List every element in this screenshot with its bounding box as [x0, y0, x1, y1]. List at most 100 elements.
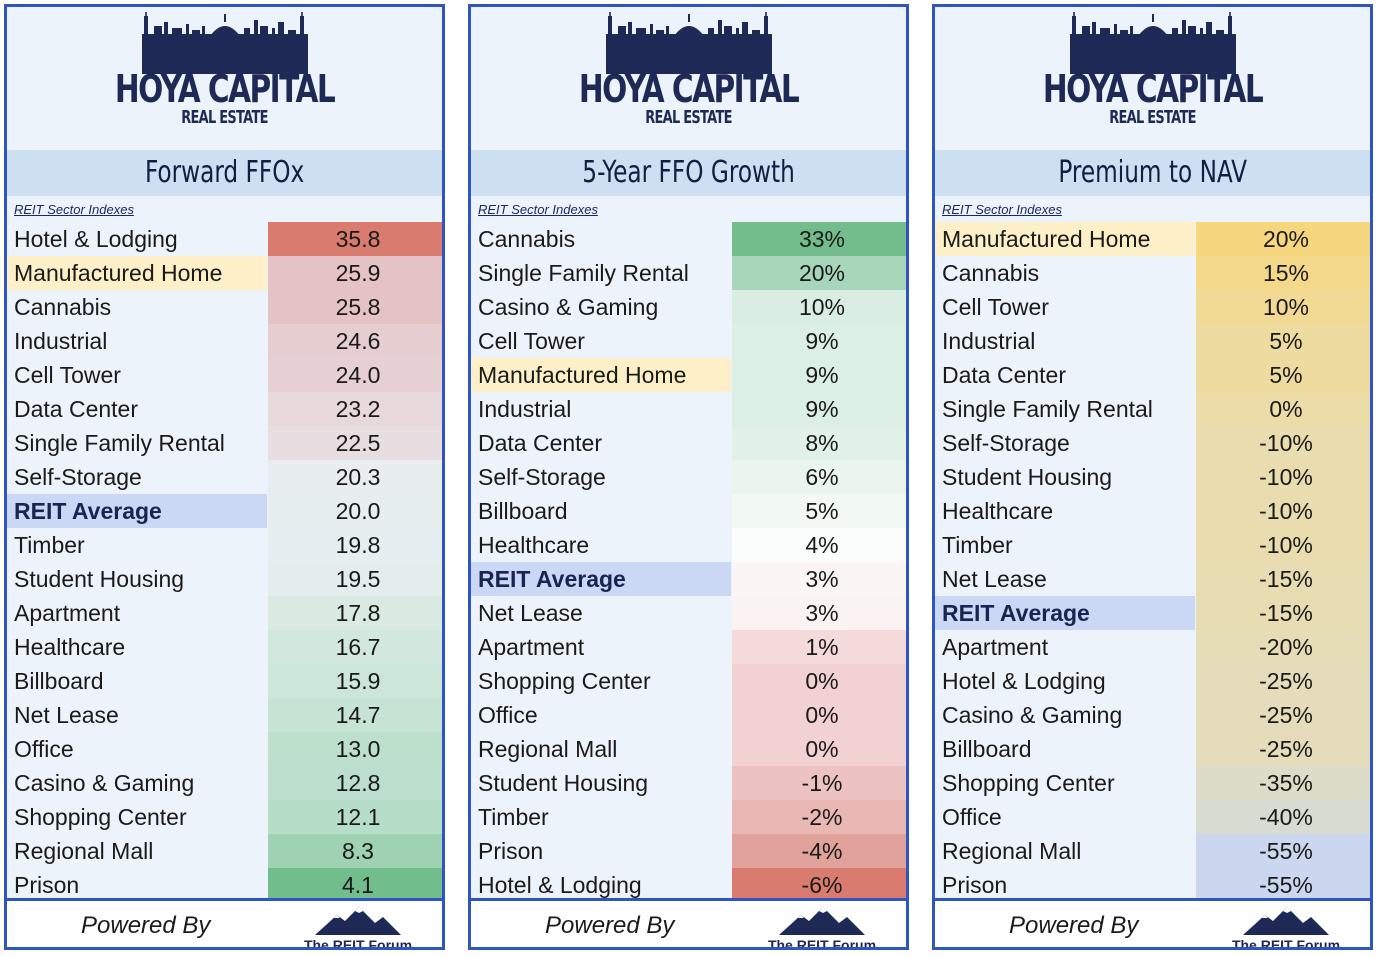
skyline-icon — [1069, 12, 1236, 74]
sector-value: 8.3 — [268, 834, 442, 868]
sector-value: 24.6 — [268, 324, 442, 358]
table-row: Casino & Gaming 12.8 — [7, 766, 442, 800]
sector-name: Apartment — [478, 634, 585, 660]
table-row: Shopping Center 0% — [471, 664, 906, 698]
panel-footer: Powered By The REIT Forum — [7, 898, 442, 950]
sector-name: Data Center — [478, 430, 603, 456]
sector-value: 4% — [732, 528, 906, 562]
table-row: Hotel & Lodging -25% — [935, 664, 1370, 698]
table-row: Cell Tower 24.0 — [7, 358, 442, 392]
sector-name: REIT Average — [7, 494, 267, 528]
table-row: Prison 4.1 — [7, 868, 442, 902]
sector-value: 17.8 — [268, 596, 442, 630]
sector-name: Cell Tower — [14, 362, 121, 388]
sector-value: 20% — [732, 256, 906, 290]
sector-value: -15% — [1196, 562, 1370, 596]
table-row: Regional Mall 0% — [471, 732, 906, 766]
reit-forum-logo[interactable]: The REIT Forum — [303, 905, 413, 950]
sector-name: Hotel & Lodging — [942, 668, 1106, 694]
sector-value: 20.0 — [268, 494, 442, 528]
sector-name: Regional Mall — [478, 736, 618, 762]
table-row: Industrial 5% — [935, 324, 1370, 358]
table-row: Single Family Rental 22.5 — [7, 426, 442, 460]
sector-name: Net Lease — [942, 566, 1047, 592]
sector-name: Shopping Center — [478, 668, 651, 694]
panel-footer: Powered By The REIT Forum — [935, 898, 1370, 947]
premium-to-nav-panel: HOYA CAPITAL REAL ESTATE Premium to NAV … — [932, 4, 1373, 950]
table-row: Apartment -20% — [935, 630, 1370, 664]
sector-value: 25.9 — [268, 256, 442, 290]
reit-sector-indexes-link[interactable]: REIT Sector Indexes — [942, 202, 1062, 217]
table-row: Apartment 1% — [471, 630, 906, 664]
sector-value: 12.1 — [268, 800, 442, 834]
sector-name: Self-Storage — [478, 464, 606, 490]
sector-list: Hotel & Lodging 35.8 Manufactured Home 25.9… — [7, 222, 442, 902]
table-row: Net Lease 3% — [471, 596, 906, 630]
table-row: Office 13.0 — [7, 732, 442, 766]
sector-value: -25% — [1196, 698, 1370, 732]
sector-value: -25% — [1196, 732, 1370, 766]
sector-value: 12.8 — [268, 766, 442, 800]
table-row: Timber 19.8 — [7, 528, 442, 562]
reit-forum-logo[interactable]: The REIT Forum — [767, 905, 877, 950]
sector-list: Cannabis 33% Single Family Rental 20% Casino… — [471, 222, 906, 902]
sector-value: 20.3 — [268, 460, 442, 494]
sector-value: -40% — [1196, 800, 1370, 834]
sector-name: Net Lease — [478, 600, 583, 626]
sector-value: 20% — [1196, 222, 1370, 256]
table-row: Self-Storage 6% — [471, 460, 906, 494]
sector-name: Manufactured Home — [7, 256, 267, 290]
table-row: Hotel & Lodging 35.8 — [7, 222, 442, 256]
table-row: Billboard -25% — [935, 732, 1370, 766]
reit-sector-indexes-link[interactable]: REIT Sector Indexes — [478, 202, 598, 217]
table-row: Shopping Center -35% — [935, 766, 1370, 800]
table-row: Casino & Gaming 10% — [471, 290, 906, 324]
table-row: Net Lease -15% — [935, 562, 1370, 596]
table-row: Self-Storage -10% — [935, 426, 1370, 460]
sector-name: Student Housing — [478, 770, 649, 796]
forum-name: The REIT Forum — [303, 937, 413, 950]
powered-by-label: Powered By — [1009, 912, 1139, 939]
hoya-capital-logo: HOYA CAPITAL REAL ESTATE — [471, 12, 906, 144]
reit-sector-indexes-link[interactable]: REIT Sector Indexes — [14, 202, 134, 217]
sector-name: Cell Tower — [942, 294, 1049, 320]
table-row: Billboard 15.9 — [7, 664, 442, 698]
sector-name: Casino & Gaming — [478, 294, 659, 320]
sector-name: Self-Storage — [14, 464, 142, 490]
sector-name: Healthcare — [942, 498, 1054, 524]
table-row: Student Housing 19.5 — [7, 562, 442, 596]
sector-value: 5% — [1196, 324, 1370, 358]
sector-name: REIT Average — [471, 562, 731, 596]
hoya-capital-logo: HOYA CAPITAL REAL ESTATE — [7, 12, 442, 144]
sector-name: Shopping Center — [14, 804, 187, 830]
sector-value: -55% — [1196, 868, 1370, 902]
sector-name: Student Housing — [942, 464, 1113, 490]
sector-name: Prison — [942, 872, 1008, 898]
sector-value: 6% — [732, 460, 906, 494]
hoya-capital-logo: HOYA CAPITAL REAL ESTATE — [935, 12, 1370, 144]
sector-name: Timber — [14, 532, 85, 558]
table-row: Cell Tower 10% — [935, 290, 1370, 324]
panel-footer: Powered By The REIT Forum — [471, 898, 906, 950]
sector-name: REIT Average — [935, 596, 1195, 630]
sector-value: 35.8 — [268, 222, 442, 256]
forum-name: The REIT Forum — [767, 937, 877, 950]
table-row: Office 0% — [471, 698, 906, 732]
sector-name: Timber — [478, 804, 549, 830]
sector-value: 4.1 — [268, 868, 442, 902]
skyline-icon — [141, 12, 308, 74]
sector-value: -10% — [1196, 460, 1370, 494]
sector-value: 23.2 — [268, 392, 442, 426]
table-row: Cell Tower 9% — [471, 324, 906, 358]
sector-value: -55% — [1196, 834, 1370, 868]
table-row: Student Housing -10% — [935, 460, 1370, 494]
sector-list: Manufactured Home 20% Cannabis 15% Cell Towe… — [935, 222, 1370, 902]
sector-value: 10% — [732, 290, 906, 324]
table-row: Prison -55% — [935, 868, 1370, 902]
reit-forum-logo[interactable]: The REIT Forum — [1231, 905, 1341, 947]
sector-name: Industrial — [14, 328, 108, 354]
sector-name: Net Lease — [14, 702, 119, 728]
sector-name: Cell Tower — [478, 328, 585, 354]
table-row: REIT Average -15% — [935, 596, 1370, 630]
table-row: Manufactured Home 25.9 — [7, 256, 442, 290]
